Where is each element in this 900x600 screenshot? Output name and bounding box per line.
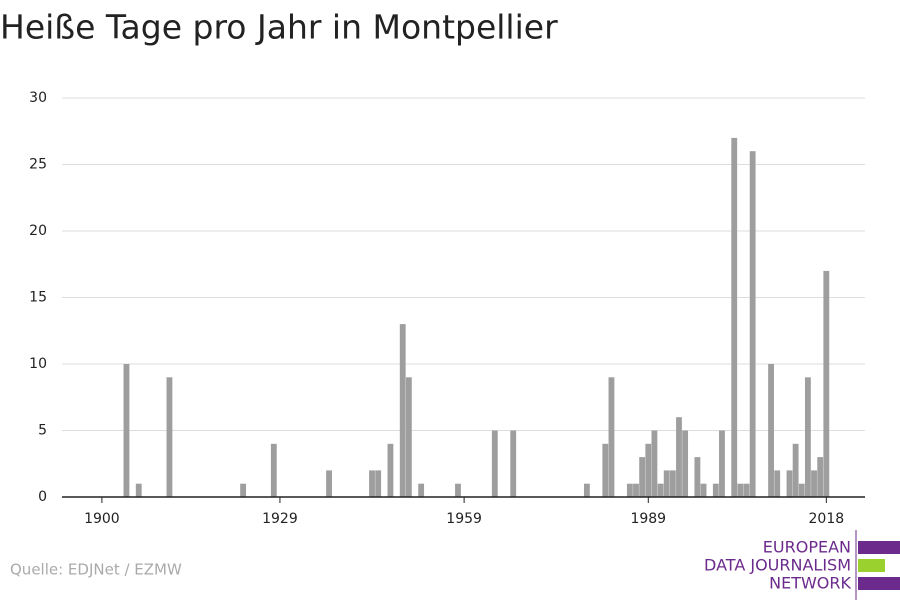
bar <box>270 443 277 497</box>
bar <box>455 483 461 497</box>
logo-text: NETWORK <box>769 574 851 593</box>
bar <box>737 483 744 497</box>
bar <box>491 430 498 497</box>
logo-bar <box>858 559 885 572</box>
y-tick-label: 25 <box>29 157 47 173</box>
bar <box>583 483 590 497</box>
bar <box>774 470 781 497</box>
bar <box>786 470 793 497</box>
bar <box>375 470 382 497</box>
bar <box>626 483 633 497</box>
bar <box>326 470 332 497</box>
bar <box>633 483 639 497</box>
source: Quelle: EDJNet / EZMW <box>10 561 182 579</box>
logo-bar <box>858 577 900 590</box>
bar <box>682 430 689 497</box>
bar <box>749 151 756 497</box>
bar <box>663 470 670 497</box>
x-tick-label: 1900 <box>84 511 120 527</box>
bar <box>694 457 701 497</box>
bar <box>369 470 375 497</box>
x-tick-label: 1959 <box>446 511 482 527</box>
bar <box>387 443 394 497</box>
y-tick-label: 15 <box>29 290 47 306</box>
bar <box>823 270 830 497</box>
y-tick-label: 10 <box>29 356 47 372</box>
bar <box>712 483 719 497</box>
bar <box>645 443 652 497</box>
bar <box>602 443 609 497</box>
bar <box>719 430 725 497</box>
x-tick-label: 1929 <box>262 511 298 527</box>
y-tick-label: 5 <box>38 423 47 439</box>
y-tick-label: 20 <box>29 223 47 239</box>
bar <box>510 430 517 497</box>
bar <box>608 377 615 497</box>
bar <box>639 457 646 497</box>
logo-text: DATA JOURNALISM <box>704 556 851 575</box>
bar <box>798 483 805 497</box>
bar <box>123 364 130 497</box>
bar <box>166 377 173 497</box>
bar <box>240 483 247 497</box>
bar <box>676 417 682 497</box>
logo: EUROPEAN DATA JOURNALISM NETWORK <box>704 530 900 600</box>
bar <box>811 470 817 497</box>
bar <box>792 443 799 497</box>
logo-bar <box>858 541 900 554</box>
bar <box>418 483 425 497</box>
bar <box>731 137 738 497</box>
bar <box>405 377 412 497</box>
x-tick-label: 1989 <box>630 511 666 527</box>
bar <box>651 430 658 497</box>
bar <box>817 457 824 497</box>
bar <box>700 483 707 497</box>
bar <box>743 483 750 497</box>
bar <box>669 470 676 497</box>
bar <box>135 483 142 497</box>
bar <box>768 364 774 497</box>
y-tick-label: 0 <box>38 489 47 505</box>
x-tick-label: 2018 <box>809 511 845 527</box>
bar <box>657 483 664 497</box>
y-tick-label: 30 <box>29 90 47 106</box>
logo-text: EUROPEAN <box>763 538 851 557</box>
bar <box>399 324 406 497</box>
bar <box>804 377 811 497</box>
chart-title: Heiße Tage pro Jahr in Montpellier <box>0 8 558 47</box>
